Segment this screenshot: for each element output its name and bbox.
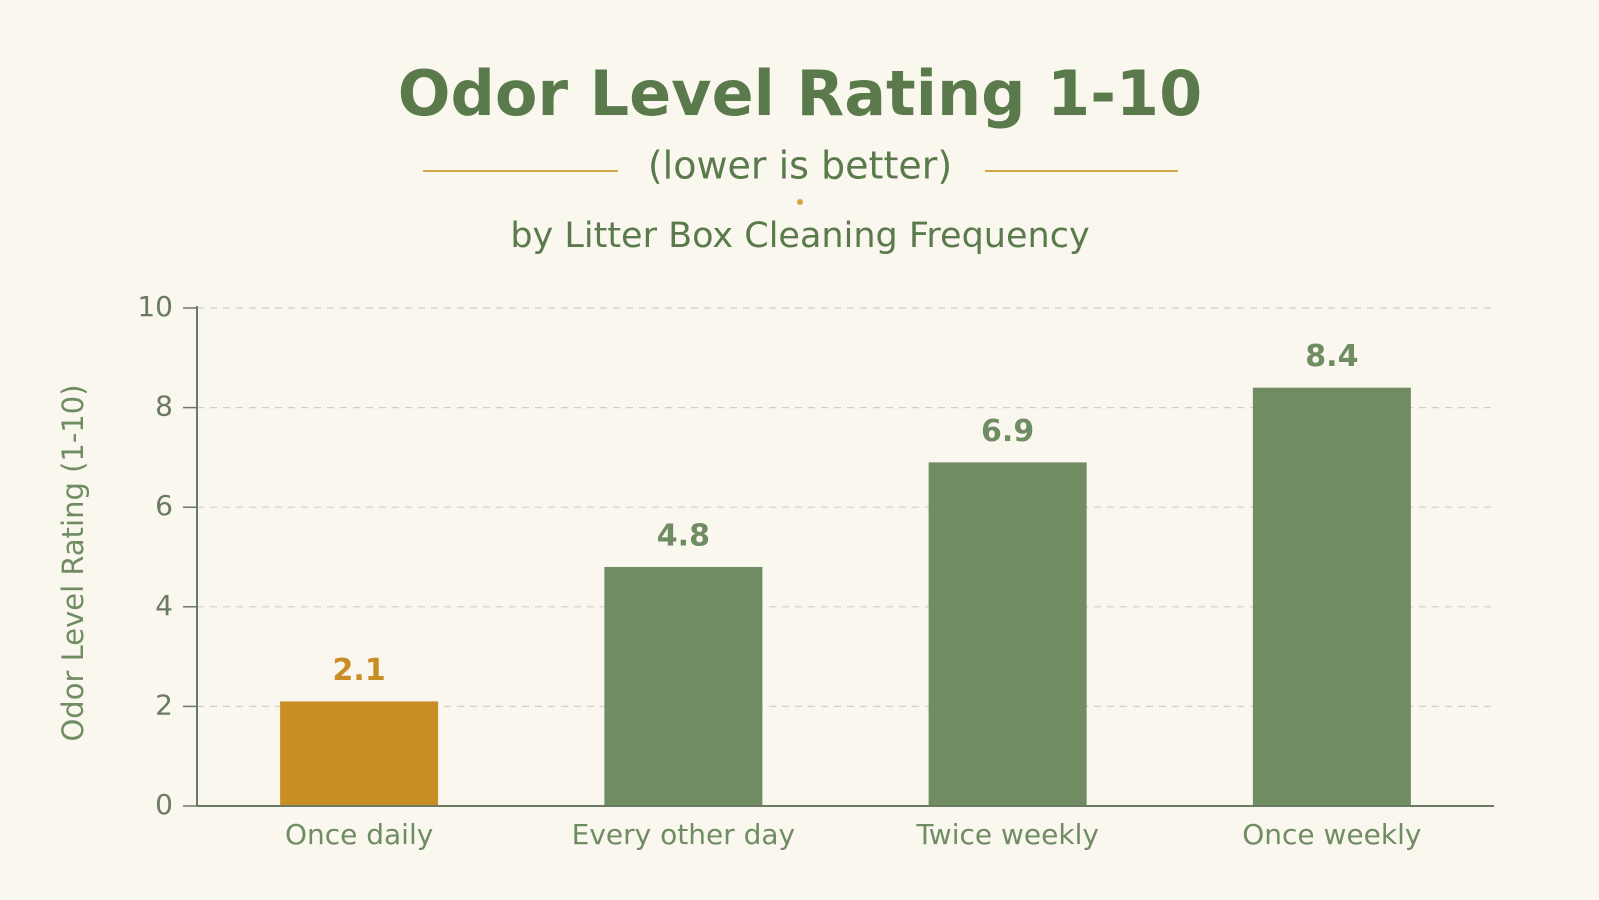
y-tick-label: 2 <box>155 688 173 721</box>
x-tick-label: Once daily <box>285 818 433 851</box>
value-label: 6.9 <box>981 414 1034 449</box>
chart-title: Odor Level Rating 1-10 <box>398 57 1202 130</box>
y-tick-label: 6 <box>155 489 173 522</box>
bar <box>604 566 763 806</box>
y-tick-label: 10 <box>137 290 173 323</box>
bar <box>928 462 1087 806</box>
value-label: 4.8 <box>657 518 710 553</box>
x-tick-label: Every other day <box>572 818 795 851</box>
y-tick-label: 8 <box>155 390 173 423</box>
bar <box>280 701 439 806</box>
decor-dot <box>797 199 803 205</box>
bar <box>1252 387 1411 806</box>
x-tick-label: Once weekly <box>1242 818 1421 851</box>
chart-subtitle: (lower is better) <box>648 144 952 188</box>
chart-subtitle: by Litter Box Cleaning Frequency <box>510 216 1089 256</box>
value-label: 8.4 <box>1305 339 1358 374</box>
y-tick-label: 0 <box>155 788 173 821</box>
y-axis-label: Odor Level Rating (1-10) <box>56 384 90 741</box>
x-tick-label: Twice weekly <box>915 818 1099 851</box>
y-tick-label: 4 <box>155 589 173 622</box>
value-label: 2.1 <box>333 653 386 688</box>
